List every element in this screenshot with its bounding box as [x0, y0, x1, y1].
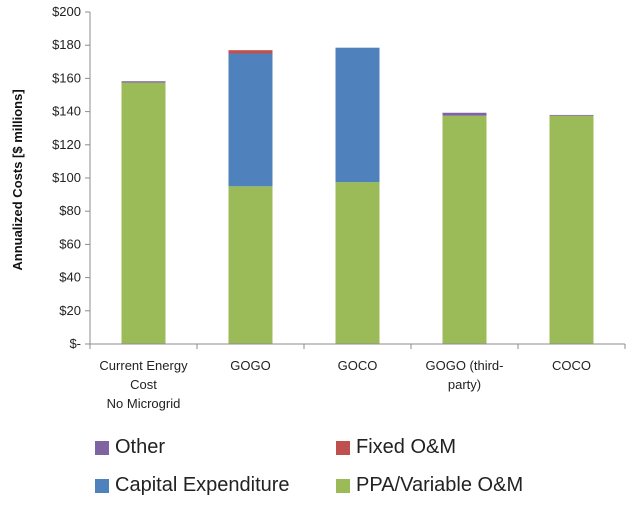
- y-tick-label: $-: [69, 336, 81, 351]
- x-category-label-line: Cost: [130, 377, 157, 392]
- y-tick-label: $180: [52, 37, 81, 52]
- x-category-label-2: GOGO: [230, 358, 270, 373]
- y-tick-label: $100: [52, 170, 81, 185]
- y-tick-label: $120: [52, 137, 81, 152]
- y-axis-title-group: Annualized Costs [$ millions]: [10, 89, 25, 270]
- x-category-label-line: COCO: [552, 358, 591, 373]
- x-category-label-line: GOCO: [338, 358, 378, 373]
- y-tick-label: $80: [59, 203, 81, 218]
- x-category-label-4: GOGO (third-party): [425, 358, 503, 392]
- x-axis-labels: Current Energy Cost No Microgrid GOGO GOCO GO…: [89, 344, 626, 411]
- bar-segment-ppa-variable-o-m-5: [549, 115, 594, 344]
- x-category-label-3: GOCO: [338, 358, 378, 373]
- bar-segment-other-1: [121, 81, 166, 83]
- bar-segment-ppa-variable-o-m-4: [442, 115, 487, 344]
- y-tick-label: $20: [59, 303, 81, 318]
- y-tick-label: $200: [52, 4, 81, 19]
- bar-segment-ppa-variable-o-m-2: [228, 186, 273, 344]
- x-category-label-line: GOGO: [230, 358, 270, 373]
- x-category-label-line: Current Energy: [99, 358, 188, 373]
- x-category-label-1: Current Energy Cost No Microgrid: [99, 358, 188, 411]
- bar-segment-capital-expenditure-3: [335, 47, 380, 183]
- bar-segment-other-4: [442, 112, 487, 116]
- y-tick-label: $160: [52, 70, 81, 85]
- x-category-label-line: party): [448, 377, 481, 392]
- y-tick-label: $40: [59, 270, 81, 285]
- bar-segment-ppa-variable-o-m-3: [335, 182, 380, 344]
- y-tick-label: $140: [52, 104, 81, 119]
- x-category-label-5: COCO: [552, 358, 591, 373]
- y-tick-label: $60: [59, 236, 81, 251]
- bar-segment-fixed-o-m-2: [228, 50, 273, 54]
- x-category-label-line: No Microgrid: [107, 396, 181, 411]
- y-axis-ticks: $- $20 $40 $60 $80 $100 $120 $140 $160 $180 $200: [52, 4, 90, 351]
- bar-segment-other-5: [549, 114, 594, 116]
- bar-segment-capital-expenditure-2: [228, 53, 273, 187]
- y-axis-title: Annualized Costs [$ millions]: [10, 89, 25, 270]
- bar-segment-ppa-variable-o-m-1: [121, 82, 166, 345]
- x-category-label-line: GOGO (third-: [425, 358, 503, 373]
- bars: [121, 47, 594, 345]
